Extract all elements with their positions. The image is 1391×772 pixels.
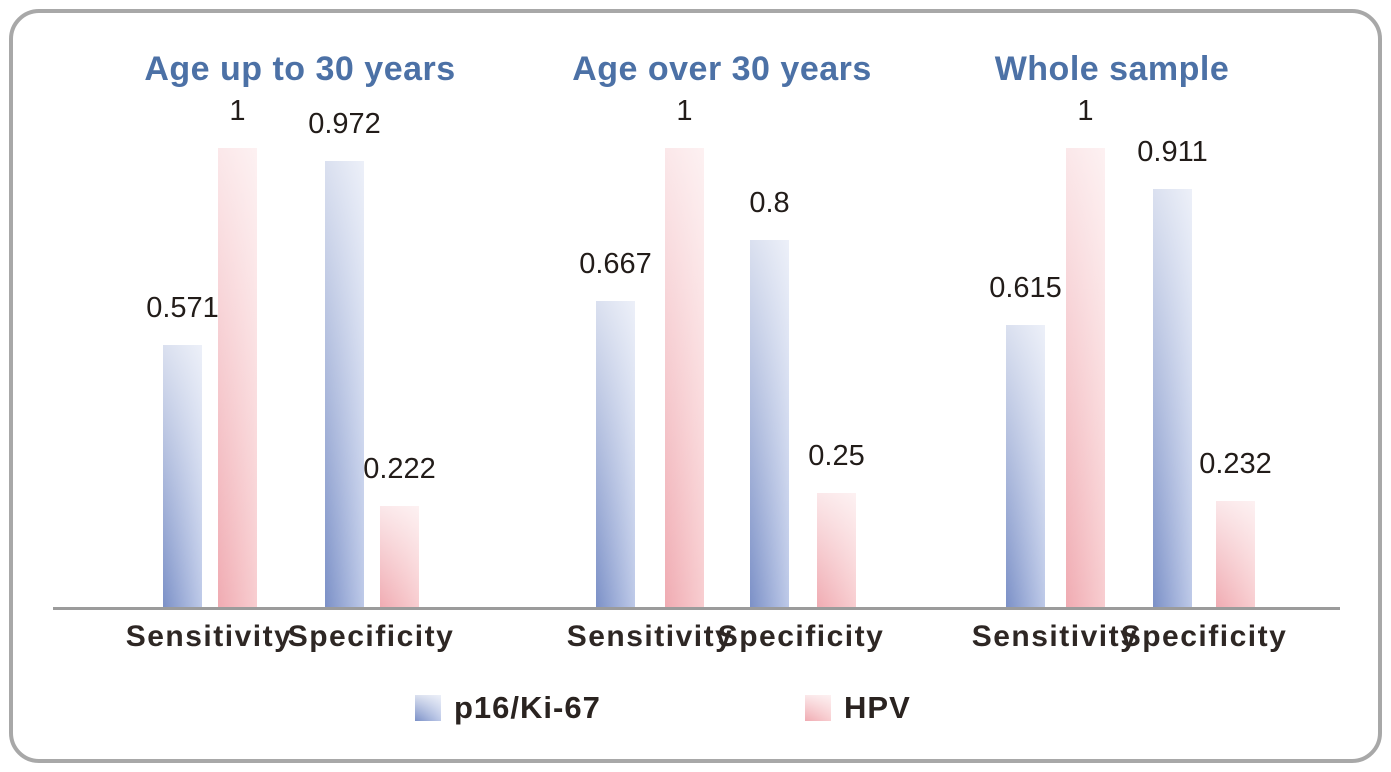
bar-hpv-sensitivity	[218, 148, 257, 608]
x-axis-line	[53, 607, 1340, 610]
value-label-hpv-specificity: 0.222	[363, 453, 436, 485]
legend-label-p16-ki-67: p16/Ki-67	[454, 690, 601, 725]
value-label-p16-ki-67-specificity: 0.8	[749, 187, 790, 219]
bar-p16-ki-67-sensitivity	[596, 301, 635, 608]
value-label-hpv-specificity: 0.25	[808, 440, 865, 472]
category-label-sensitivity: Sensitivity	[971, 620, 1139, 653]
bar-hpv-specificity	[817, 493, 856, 608]
bar-p16-ki-67-sensitivity	[1006, 325, 1045, 608]
panel-title-age-up-to-30-years: Age up to 30 years	[144, 50, 456, 88]
bar-p16-ki-67-specificity	[750, 240, 789, 608]
bar-p16-ki-67-sensitivity	[163, 345, 202, 608]
panel-title-age-over-30-years: Age over 30 years	[572, 50, 872, 88]
bar-p16-ki-67-specificity	[1153, 189, 1192, 608]
value-label-hpv-specificity: 0.232	[1199, 448, 1272, 480]
category-label-sensitivity: Sensitivity	[566, 620, 734, 653]
bar-hpv-sensitivity	[1066, 148, 1105, 608]
category-label-specificity: Specificity	[287, 620, 455, 653]
legend-item-hpv: HPV	[805, 690, 911, 726]
value-label-hpv-sensitivity: 1	[676, 95, 693, 127]
legend-label-hpv: HPV	[844, 690, 911, 725]
bar-hpv-specificity	[380, 506, 419, 608]
bar-hpv-specificity	[1216, 501, 1255, 608]
category-label-specificity: Specificity	[717, 620, 885, 653]
legend-item-p16-ki-67: p16/Ki-67	[415, 690, 601, 726]
category-label-sensitivity: Sensitivity	[125, 620, 293, 653]
value-label-p16-ki-67-specificity: 0.911	[1137, 136, 1208, 168]
value-label-hpv-sensitivity: 1	[1077, 95, 1094, 127]
value-label-p16-ki-67-sensitivity: 0.615	[989, 272, 1062, 304]
category-label-specificity: Specificity	[1120, 620, 1288, 653]
panel-title-whole-sample: Whole sample	[994, 50, 1230, 88]
value-label-p16-ki-67-sensitivity: 0.571	[146, 292, 219, 324]
legend-swatch-hpv	[805, 695, 831, 721]
value-label-p16-ki-67-sensitivity: 0.667	[579, 248, 652, 280]
bar-p16-ki-67-specificity	[325, 161, 364, 608]
bar-hpv-sensitivity	[665, 148, 704, 608]
legend-swatch-p16-ki-67	[415, 695, 441, 721]
value-label-hpv-sensitivity: 1	[229, 95, 246, 127]
value-label-p16-ki-67-specificity: 0.972	[308, 108, 381, 140]
